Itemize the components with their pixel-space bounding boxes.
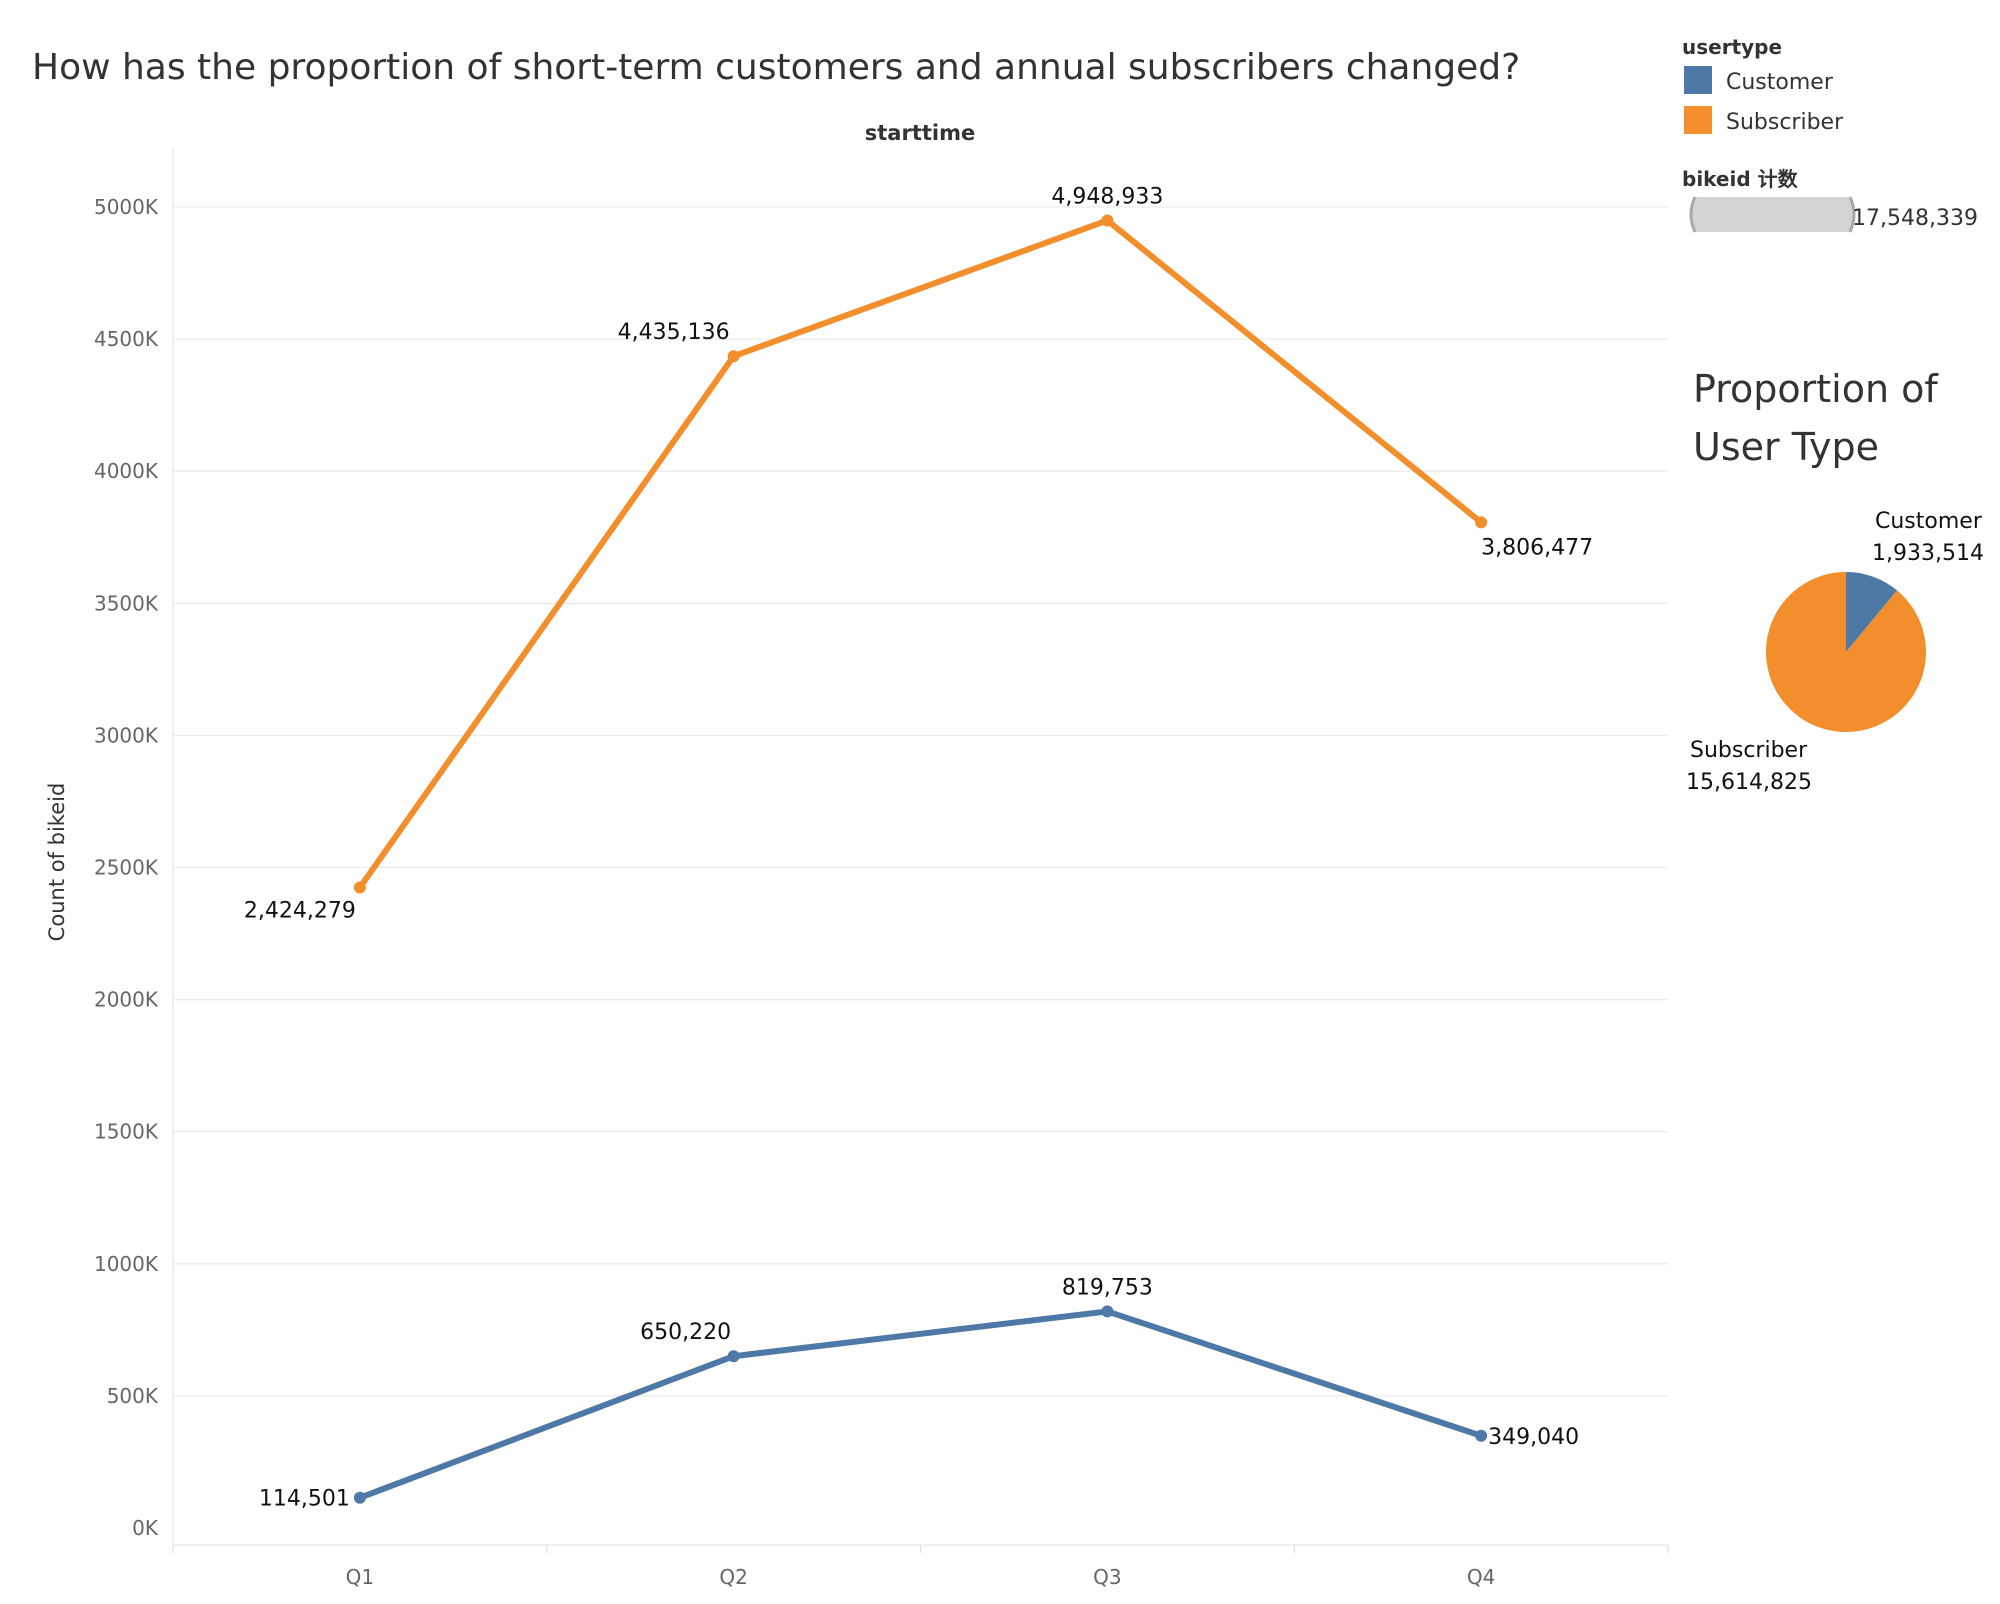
- pie-title-line-1-text: Proportion of: [1693, 367, 1939, 411]
- y-tick-label: 3000K: [94, 723, 159, 747]
- size-legend-value: 17,548,339: [1852, 206, 1978, 231]
- size-legend-title: bikeid 计数: [1682, 167, 1799, 191]
- line-series: [353, 214, 1488, 1504]
- x-tick-label: Q2: [719, 1565, 747, 1589]
- y-tick-label: 5000K: [94, 195, 159, 219]
- chart-title: How has the proportion of short-term cus…: [32, 47, 1520, 88]
- size-legend: bikeid 计数 17,548,339: [1682, 167, 1978, 233]
- color-legend-title: usertype: [1682, 35, 1782, 59]
- y-tick-label: 1500K: [94, 1120, 159, 1144]
- series-line-customer: [356, 1308, 1485, 1501]
- pie-label-subscriber-name: Subscriber: [1690, 738, 1808, 763]
- pie-title-line-1: Proportion of User Type: [1693, 367, 1950, 469]
- y-tick-label: 2500K: [94, 856, 159, 880]
- y-axis-ticks: 0K 500K 1000K 1500K 2000K 2500K 3000K 3500K 4000…: [94, 195, 159, 1540]
- pie-label-subscriber-value: 15,614,825: [1686, 770, 1812, 795]
- data-labels: 2,424,279 4,435,136 4,948,933 3,806,477 114,…: [244, 184, 1593, 1511]
- data-point-customer: [1101, 1305, 1114, 1318]
- legend-label-subscriber: Subscriber: [1726, 110, 1844, 135]
- x-axis-ticks: Q1 Q2 Q3 Q4: [172, 1545, 1669, 1589]
- pie-chart: Proportion of User Type Customer 1,933,5…: [1686, 367, 1984, 795]
- y-tick-label: 500K: [107, 1384, 159, 1408]
- data-point-customer: [727, 1350, 740, 1363]
- data-label-customer: 819,753: [1062, 1275, 1153, 1300]
- x-tick-label: Q3: [1093, 1565, 1121, 1589]
- data-label-customer: 114,501: [259, 1487, 350, 1512]
- y-tick-label: 3500K: [94, 591, 159, 615]
- x-axis-title: starttime: [865, 121, 975, 145]
- x-tick-label: Q1: [346, 1565, 374, 1589]
- series-line-subscriber: [356, 217, 1485, 891]
- y-tick-label: 4000K: [94, 459, 159, 483]
- size-legend-edge-left: [1689, 196, 1697, 233]
- y-tick-label: 4500K: [94, 327, 159, 351]
- legend-swatch-subscriber: [1684, 106, 1712, 134]
- data-label-subscriber: 2,424,279: [244, 899, 356, 924]
- pie-slices: [1766, 572, 1926, 732]
- y-tick-label: 2000K: [94, 988, 159, 1012]
- data-point-subscriber: [353, 881, 366, 894]
- legend-label-customer: Customer: [1726, 70, 1834, 95]
- y-tick-label: 1000K: [94, 1252, 159, 1276]
- data-point-subscriber: [1101, 214, 1114, 227]
- pie-label-customer-value: 1,933,514: [1872, 541, 1984, 566]
- color-legend: usertype Customer Subscriber: [1682, 35, 1844, 135]
- pie-title-line-2-text: User Type: [1693, 425, 1879, 469]
- data-label-subscriber: 3,806,477: [1481, 535, 1593, 560]
- pie-slice-customer: [1846, 572, 1898, 652]
- x-tick-label: Q4: [1467, 1565, 1495, 1589]
- data-point-customer: [1475, 1429, 1488, 1442]
- data-point-customer: [353, 1491, 366, 1504]
- data-point-subscriber: [1475, 516, 1488, 529]
- size-legend-edge-right: [1848, 196, 1856, 233]
- data-label-subscriber: 4,948,933: [1051, 184, 1163, 209]
- data-point-subscriber: [727, 350, 740, 363]
- gridlines: [173, 206, 1668, 1397]
- y-axis-title: Count of bikeid: [45, 783, 69, 942]
- data-label-customer: 349,040: [1488, 1425, 1579, 1450]
- y-tick-label: 0K: [132, 1516, 159, 1540]
- data-label-customer: 650,220: [640, 1320, 731, 1345]
- data-label-subscriber: 4,435,136: [618, 320, 730, 345]
- pie-label-customer-name: Customer: [1875, 509, 1983, 534]
- size-legend-shape: [1692, 197, 1853, 232]
- pie-slice-subscriber: [1766, 572, 1926, 732]
- legend-swatch-customer: [1684, 66, 1712, 94]
